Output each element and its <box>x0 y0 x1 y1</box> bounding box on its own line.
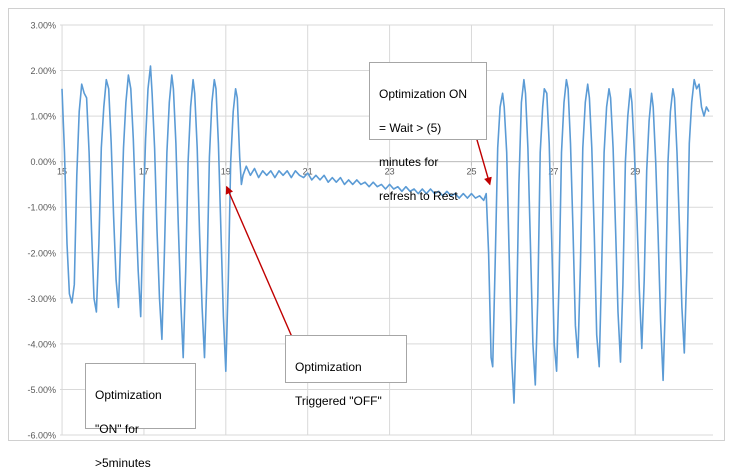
annotation-arrow <box>474 132 492 186</box>
y-tick-label: -6.00% <box>27 431 56 441</box>
y-tick-label: 3.00% <box>30 21 56 31</box>
x-tick-label: 21 <box>303 167 313 177</box>
callout-optimization-on-wait: Optimization ON = Wait > (5) minutes for… <box>369 62 487 203</box>
y-tick-label: -4.00% <box>27 339 56 349</box>
callout-line: Optimization <box>295 360 362 374</box>
callout-line: Triggered "OFF" <box>295 394 382 408</box>
callout-optimization-on: Optimization "ON" for >5minutes <box>85 363 196 470</box>
y-tick-label: 1.00% <box>30 112 56 122</box>
y-tick-label: -1.00% <box>27 203 56 213</box>
callout-line: >5minutes <box>95 456 151 470</box>
y-tick-label: 0.00% <box>30 157 56 167</box>
callout-optimization-triggered-off: Optimization Triggered "OFF" <box>285 335 407 408</box>
x-tick-label: 27 <box>548 167 558 177</box>
y-tick-label: -5.00% <box>27 385 56 395</box>
x-tick-label: 19 <box>221 167 231 177</box>
y-axis-ticks: 3.00% 2.00% 1.00% 0.00% -1.00% -2.00% -3.00% -4… <box>27 21 56 441</box>
callout-line: refresh to Rest <box>379 189 458 203</box>
annotation-arrows <box>225 132 492 338</box>
x-tick-label: 25 <box>466 167 476 177</box>
x-tick-label: 15 <box>57 167 67 177</box>
y-tick-label: 2.00% <box>30 66 56 76</box>
annotation-arrow <box>225 185 293 338</box>
x-tick-label: 23 <box>385 167 395 177</box>
callout-line: "ON" for <box>95 422 139 436</box>
callout-line: = Wait > (5) <box>379 121 442 135</box>
series-layer <box>61 65 710 404</box>
callout-line: Optimization <box>95 388 162 402</box>
y-tick-label: -3.00% <box>27 294 56 304</box>
chart-frame: 3.00% 2.00% 1.00% 0.00% -1.00% -2.00% -3.00% -4… <box>8 8 725 470</box>
series-line <box>61 65 710 404</box>
callout-line: minutes for <box>379 155 439 169</box>
callout-line: Optimization ON <box>379 87 468 101</box>
y-tick-label: -2.00% <box>27 248 56 258</box>
